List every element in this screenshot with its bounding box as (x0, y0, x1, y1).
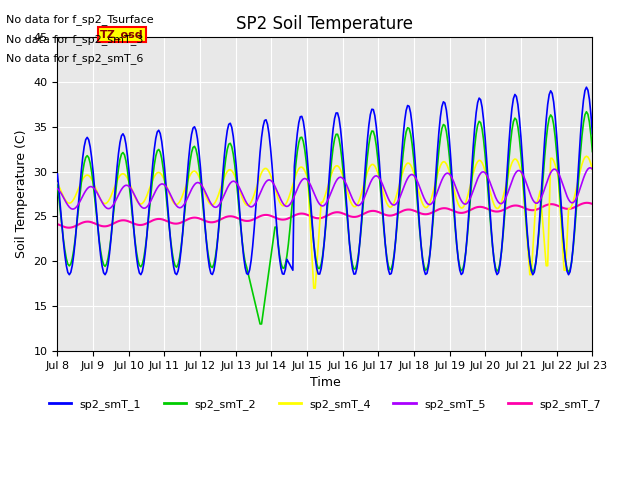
Text: TZ_osd: TZ_osd (100, 29, 144, 39)
Legend: sp2_smT_1, sp2_smT_2, sp2_smT_4, sp2_smT_5, sp2_smT_7: sp2_smT_1, sp2_smT_2, sp2_smT_4, sp2_smT… (44, 395, 605, 414)
Y-axis label: Soil Temperature (C): Soil Temperature (C) (15, 130, 28, 258)
Text: No data for f_sp2_Tsurface: No data for f_sp2_Tsurface (6, 14, 154, 25)
Text: No data for f_sp2_smT_3: No data for f_sp2_smT_3 (6, 34, 144, 45)
Text: No data for f_sp2_smT_6: No data for f_sp2_smT_6 (6, 53, 144, 64)
Title: SP2 Soil Temperature: SP2 Soil Temperature (236, 15, 413, 33)
X-axis label: Time: Time (310, 376, 340, 389)
